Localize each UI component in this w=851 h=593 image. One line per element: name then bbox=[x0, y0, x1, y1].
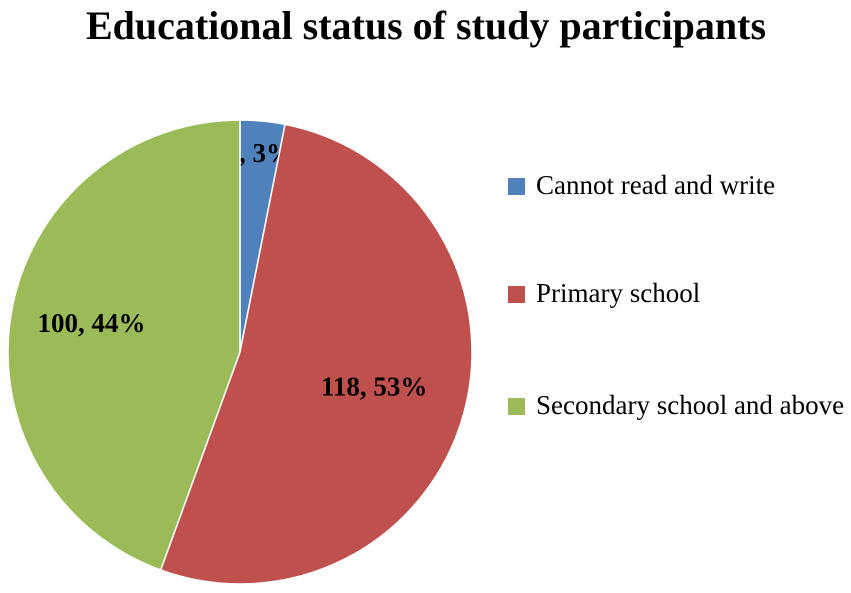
legend-swatch bbox=[508, 398, 525, 415]
data-label: 100, 44% bbox=[37, 308, 145, 338]
legend-item: Cannot read and write bbox=[508, 168, 848, 202]
legend: Cannot read and write Primary school Secon… bbox=[508, 168, 848, 422]
legend-label: Secondary school and above bbox=[536, 390, 845, 420]
legend-label: Primary school bbox=[536, 278, 701, 308]
legend-swatch bbox=[508, 286, 525, 303]
pie-slice bbox=[7, 119, 241, 571]
pie-slice bbox=[159, 123, 473, 585]
legend-item: Primary school bbox=[508, 276, 848, 310]
legend-item: Secondary school and above bbox=[508, 388, 848, 422]
data-label: 118, 53% bbox=[321, 372, 428, 402]
legend-label: Cannot read and write bbox=[536, 170, 776, 200]
legend-swatch bbox=[508, 178, 525, 195]
chart-title: Educational status of study participants bbox=[86, 3, 766, 48]
